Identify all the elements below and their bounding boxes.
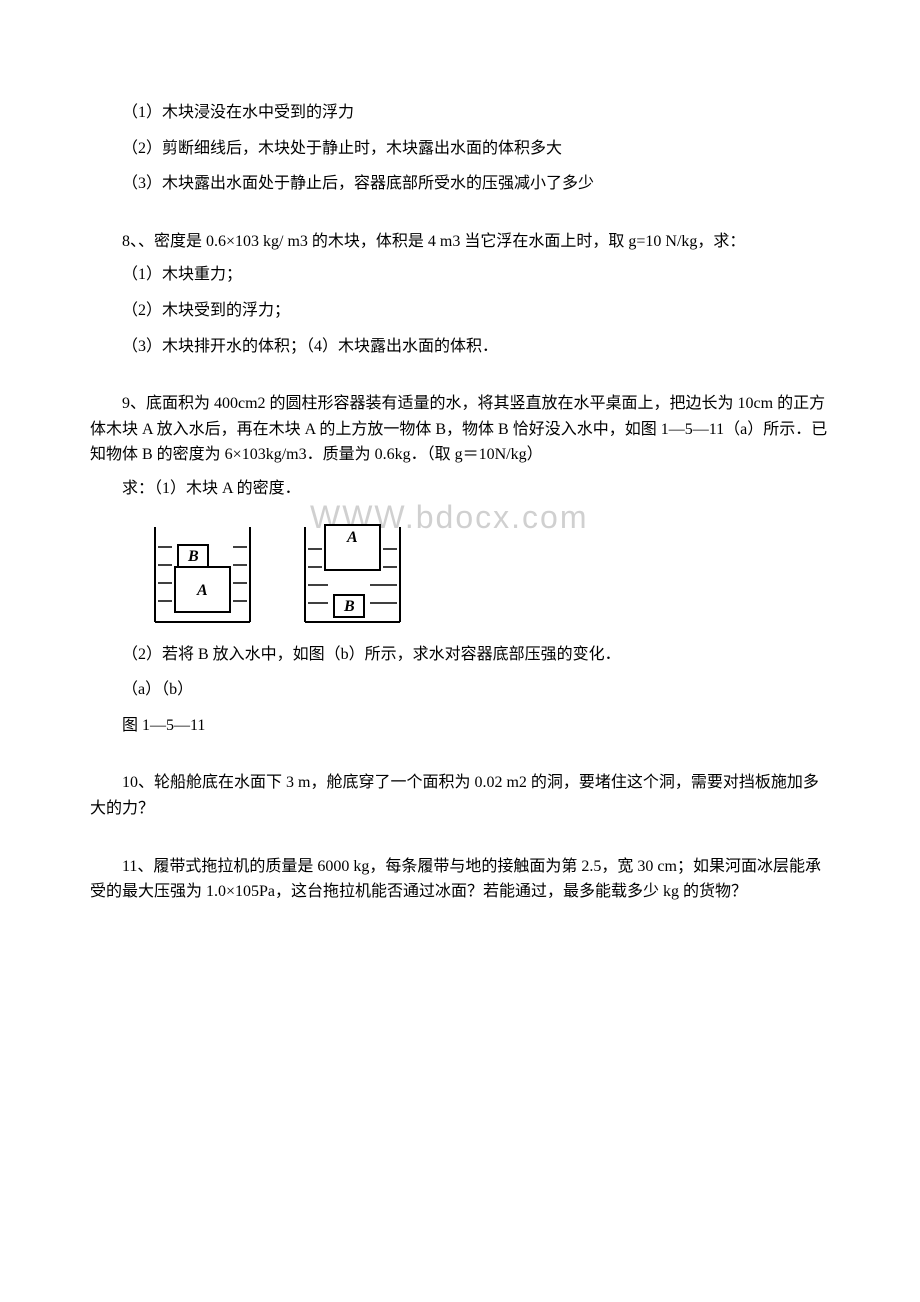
q8-intro: 8、、密度是 0.6×103 kg/ m3 的木块，体积是 4 m3 当它浮在水… [90, 229, 830, 255]
q9-ab-label: （a）（b） [90, 677, 830, 703]
diagram-container: WWW.bdocx.com B A [150, 517, 830, 627]
q7-item3: （3）木块露出水面处于静止后，容器底部所受水的压强减小了多少 [90, 171, 830, 197]
q9-ask2: （2）若将 B 放入水中，如图（b）所示，求水对容器底部压强的变化． [90, 642, 830, 668]
q9-fig-label: 图 1—5—11 [90, 713, 830, 739]
q7-item2: （2）剪断细线后，木块处于静止时，木块露出水面的体积多大 [90, 136, 830, 162]
q8-item2: （2）木块受到的浮力； [90, 298, 830, 324]
q9-ask1: 求：（1）木块 A 的密度． [90, 476, 830, 502]
q8-item3: （3）木块排开水的体积；（4）木块露出水面的体积． [90, 334, 830, 360]
diagram-a: B A [150, 517, 260, 627]
svg-text:B: B [187, 548, 199, 565]
q7-item1: （1）木块浸没在水中受到的浮力 [90, 100, 830, 126]
q8-item1: （1）木块重力； [90, 262, 830, 288]
q10-text: 10、轮船舱底在水面下 3 m，舱底穿了一个面积为 0.02 m2 的洞，要堵住… [90, 770, 830, 821]
svg-text:A: A [346, 529, 358, 546]
svg-text:B: B [343, 598, 355, 615]
q11-text: 11、履带式拖拉机的质量是 6000 kg，每条履带与地的接触面为第 2.5，宽… [90, 854, 830, 905]
diagram-b: A B [300, 517, 410, 627]
q9-intro: 9、底面积为 400cm2 的圆柱形容器装有适量的水，将其竖直放在水平桌面上，把… [90, 391, 830, 468]
svg-text:A: A [196, 582, 208, 599]
